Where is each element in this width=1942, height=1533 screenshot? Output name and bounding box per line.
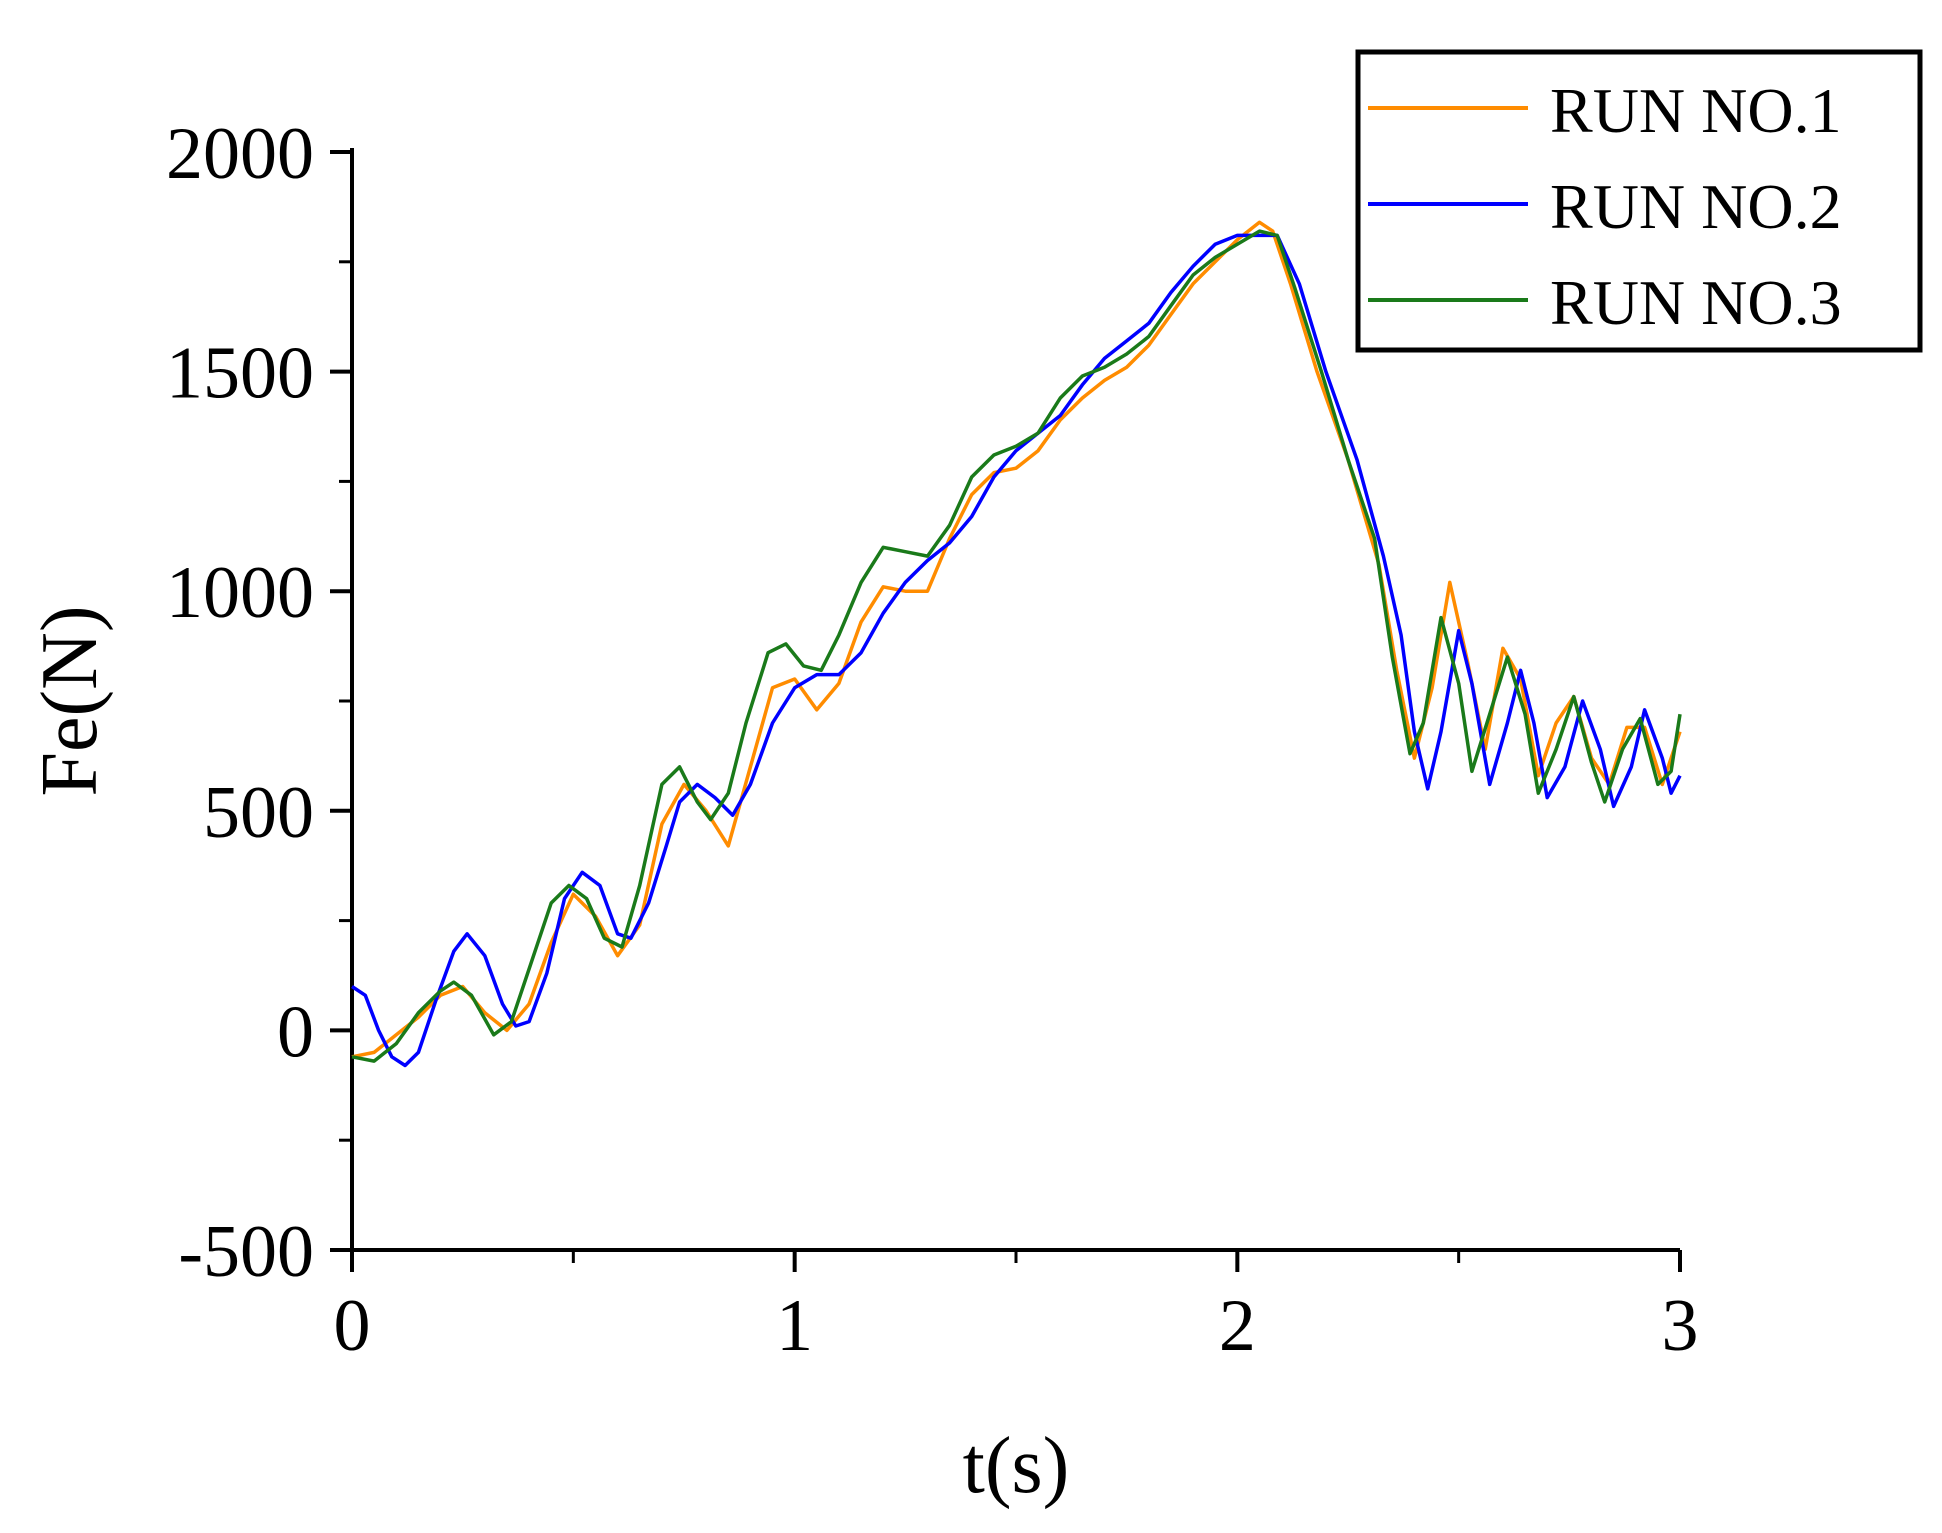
y-tick-label: 500 [203, 772, 314, 854]
x-tick-label: 2 [1219, 1285, 1256, 1367]
legend-label: RUN NO.2 [1550, 171, 1842, 242]
x-tick-label: 1 [776, 1285, 813, 1367]
legend-label: RUN NO.3 [1550, 267, 1842, 338]
y-tick-label: 1000 [166, 552, 314, 634]
series-line [351, 229, 1682, 1063]
x-tick-label: 0 [334, 1285, 371, 1367]
x-tick-label: 3 [1662, 1285, 1699, 1367]
y-axis-label: Fe(N) [26, 605, 114, 796]
legend-label: RUN NO.1 [1550, 75, 1842, 146]
y-tick-label: -500 [178, 1211, 314, 1293]
legend: RUN NO.1 RUN NO.2 RUN NO.3 [1355, 49, 1923, 353]
x-axis-label: t(s) [963, 1422, 1070, 1510]
y-tick-label: 1500 [166, 333, 314, 415]
series-line [351, 233, 1682, 1068]
series-layer [351, 220, 1682, 1068]
y-tick-label: 0 [277, 991, 314, 1073]
y-tick-label: 2000 [166, 113, 314, 195]
